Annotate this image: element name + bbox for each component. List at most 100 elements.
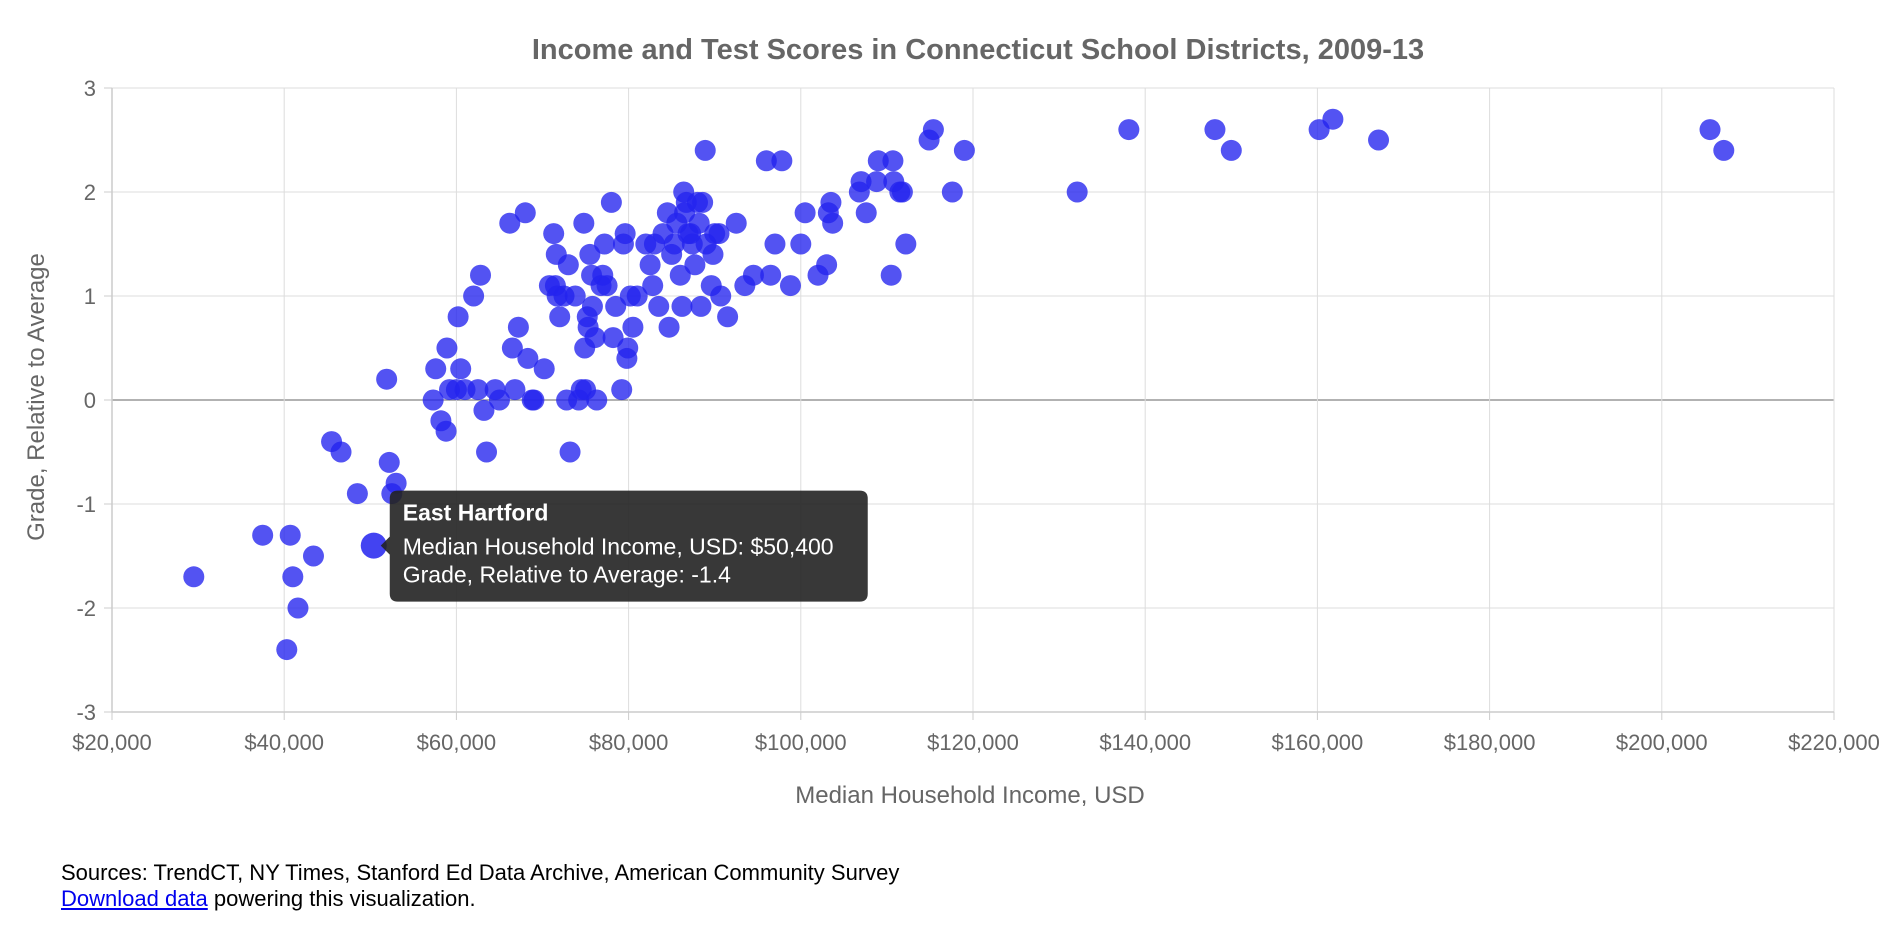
data-point[interactable]: [602, 327, 624, 349]
data-point[interactable]: [622, 316, 644, 338]
data-point[interactable]: [794, 202, 816, 224]
data-point[interactable]: [611, 379, 633, 401]
data-point[interactable]: [694, 139, 716, 161]
data-point[interactable]: [1713, 139, 1735, 161]
data-point[interactable]: [708, 223, 730, 245]
data-point[interactable]: [584, 327, 606, 349]
data-point[interactable]: [639, 254, 661, 276]
data-point[interactable]: [760, 264, 782, 286]
data-point[interactable]: [463, 285, 485, 307]
data-point[interactable]: [725, 212, 747, 234]
data-point[interactable]: [559, 441, 581, 463]
data-point[interactable]: [501, 337, 523, 359]
data-point[interactable]: [816, 254, 838, 276]
data-point[interactable]: [1220, 139, 1242, 161]
data-point[interactable]: [779, 275, 801, 297]
data-point[interactable]: [1368, 129, 1390, 151]
data-point[interactable]: [447, 306, 469, 328]
data-point[interactable]: [581, 295, 603, 317]
data-point[interactable]: [425, 358, 447, 380]
data-point[interactable]: [669, 264, 691, 286]
data-point[interactable]: [671, 295, 693, 317]
data-point[interactable]: [822, 212, 844, 234]
data-point[interactable]: [891, 181, 913, 203]
data-point[interactable]: [941, 181, 963, 203]
data-point[interactable]: [376, 368, 398, 390]
data-point[interactable]: [882, 150, 904, 172]
data-point[interactable]: [346, 483, 368, 505]
data-point[interactable]: [279, 524, 301, 546]
data-point[interactable]: [658, 316, 680, 338]
data-point[interactable]: [688, 212, 710, 234]
data-point[interactable]: [183, 566, 205, 588]
data-point[interactable]: [771, 150, 793, 172]
data-point[interactable]: [1066, 181, 1088, 203]
data-point[interactable]: [790, 233, 812, 255]
data-point[interactable]: [549, 306, 571, 328]
data-point[interactable]: [450, 358, 472, 380]
data-point[interactable]: [600, 191, 622, 213]
data-point[interactable]: [473, 399, 495, 421]
data-point[interactable]: [820, 191, 842, 213]
data-point[interactable]: [579, 243, 601, 265]
data-point[interactable]: [742, 264, 764, 286]
download-data-link[interactable]: Download data: [61, 886, 208, 911]
data-point[interactable]: [378, 451, 400, 473]
data-point[interactable]: [764, 233, 786, 255]
data-point[interactable]: [586, 389, 608, 411]
data-point[interactable]: [385, 472, 407, 494]
data-point[interactable]: [895, 233, 917, 255]
data-point[interactable]: [276, 639, 298, 661]
data-point[interactable]: [1204, 119, 1226, 141]
data-point[interactable]: [517, 347, 539, 369]
data-point[interactable]: [507, 316, 529, 338]
data-point[interactable]: [692, 191, 714, 213]
data-point[interactable]: [605, 295, 627, 317]
data-point[interactable]: [702, 243, 724, 265]
data-point[interactable]: [626, 285, 648, 307]
data-point[interactable]: [642, 275, 664, 297]
data-point[interactable]: [684, 254, 706, 276]
data-point[interactable]: [488, 389, 510, 411]
data-point[interactable]: [614, 223, 636, 245]
data-point[interactable]: [499, 212, 521, 234]
data-point[interactable]: [470, 264, 492, 286]
data-point[interactable]: [252, 524, 274, 546]
data-point[interactable]: [467, 379, 489, 401]
data-points[interactable]: [183, 108, 1735, 661]
data-point[interactable]: [557, 254, 579, 276]
data-point[interactable]: [476, 441, 498, 463]
data-point[interactable]: [850, 171, 872, 193]
highlighted-point[interactable]: [360, 532, 387, 559]
data-point[interactable]: [1322, 108, 1344, 130]
data-point[interactable]: [564, 285, 586, 307]
data-point[interactable]: [523, 389, 545, 411]
data-point[interactable]: [302, 545, 324, 567]
data-point[interactable]: [1699, 119, 1721, 141]
data-point[interactable]: [717, 306, 739, 328]
data-point[interactable]: [867, 150, 889, 172]
data-point[interactable]: [514, 202, 536, 224]
data-point[interactable]: [593, 233, 615, 255]
data-point[interactable]: [533, 358, 555, 380]
data-point[interactable]: [573, 212, 595, 234]
data-point[interactable]: [755, 150, 777, 172]
data-point[interactable]: [710, 285, 732, 307]
data-point[interactable]: [617, 337, 639, 359]
data-point[interactable]: [880, 264, 902, 286]
data-point[interactable]: [922, 119, 944, 141]
data-point[interactable]: [596, 275, 618, 297]
data-point[interactable]: [422, 389, 444, 411]
data-point[interactable]: [866, 171, 888, 193]
data-point[interactable]: [287, 597, 309, 619]
data-point[interactable]: [436, 337, 458, 359]
data-point[interactable]: [953, 139, 975, 161]
data-point[interactable]: [855, 202, 877, 224]
data-point[interactable]: [1118, 119, 1140, 141]
data-point[interactable]: [435, 420, 457, 442]
data-point[interactable]: [543, 223, 565, 245]
data-point[interactable]: [690, 295, 712, 317]
data-point[interactable]: [282, 566, 304, 588]
data-point[interactable]: [330, 441, 352, 463]
data-point[interactable]: [648, 295, 670, 317]
